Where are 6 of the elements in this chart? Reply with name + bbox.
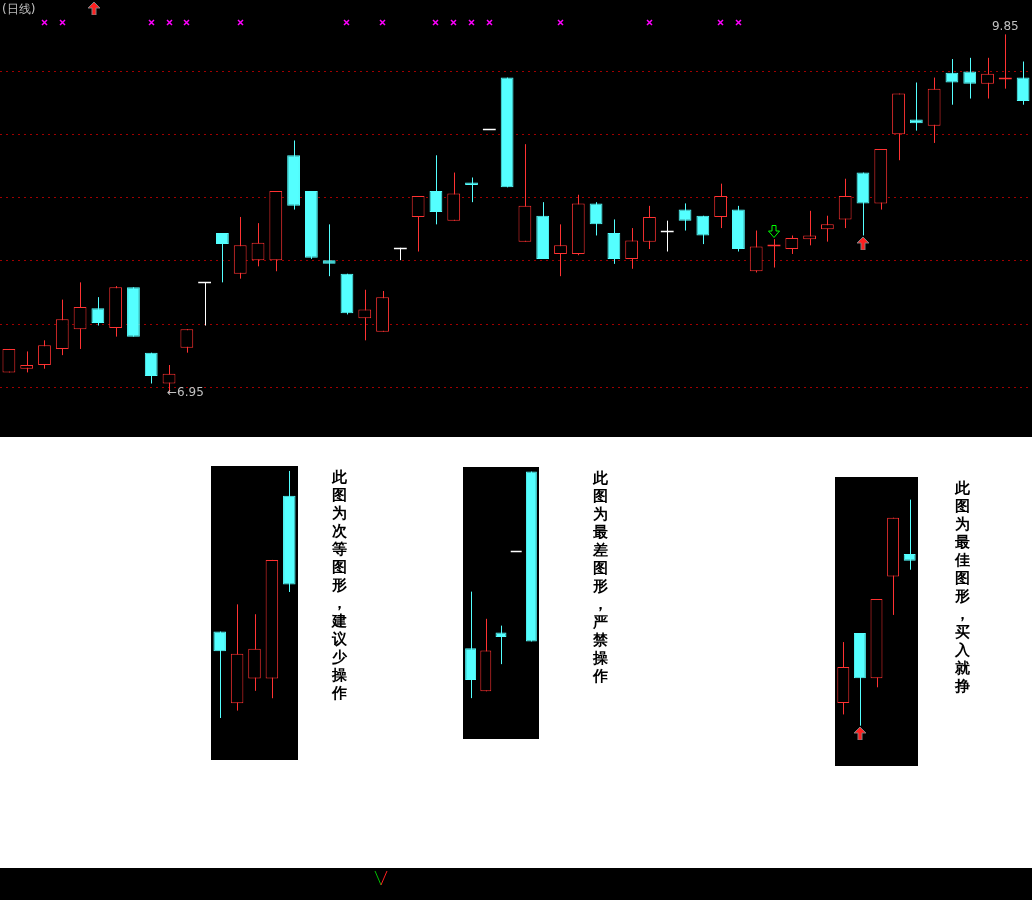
text: 此图为最佳图形，买入就挣 bbox=[954, 479, 970, 695]
text: 此图为次等图形，建议少操作 bbox=[331, 468, 347, 702]
annotation: ←6.95 bbox=[167, 385, 204, 400]
chart-title: (日线) bbox=[2, 1, 36, 18]
text: 此图为最差图形，严禁操作 bbox=[592, 469, 608, 685]
annotation: 9.85 bbox=[991, 18, 1019, 33]
